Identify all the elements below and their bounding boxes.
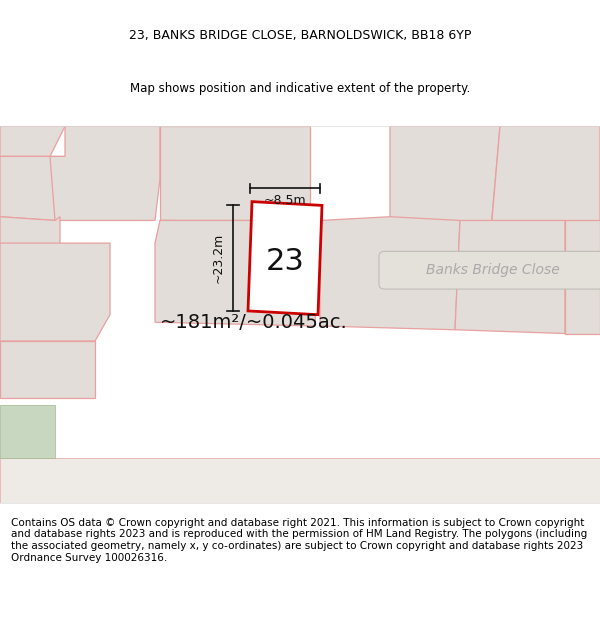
Polygon shape bbox=[0, 243, 110, 341]
Polygon shape bbox=[248, 202, 322, 315]
Polygon shape bbox=[390, 126, 500, 239]
Text: 23, BANKS BRIDGE CLOSE, BARNOLDSWICK, BB18 6YP: 23, BANKS BRIDGE CLOSE, BARNOLDSWICK, BB… bbox=[129, 29, 471, 42]
Polygon shape bbox=[455, 221, 565, 334]
Polygon shape bbox=[160, 126, 310, 221]
Polygon shape bbox=[490, 126, 600, 247]
FancyBboxPatch shape bbox=[379, 251, 600, 289]
Polygon shape bbox=[0, 405, 55, 458]
Text: ~23.2m: ~23.2m bbox=[212, 233, 225, 283]
Text: ~8.5m: ~8.5m bbox=[263, 194, 307, 207]
Text: ~181m²/~0.045ac.: ~181m²/~0.045ac. bbox=[160, 312, 348, 332]
Text: Banks Bridge Close: Banks Bridge Close bbox=[425, 263, 559, 278]
Polygon shape bbox=[50, 126, 160, 221]
Polygon shape bbox=[155, 221, 320, 326]
Polygon shape bbox=[0, 217, 60, 247]
Polygon shape bbox=[0, 341, 95, 398]
Polygon shape bbox=[565, 221, 600, 334]
Text: Contains OS data © Crown copyright and database right 2021. This information is : Contains OS data © Crown copyright and d… bbox=[11, 518, 587, 562]
Polygon shape bbox=[320, 217, 460, 330]
Polygon shape bbox=[0, 126, 65, 156]
Polygon shape bbox=[0, 156, 65, 221]
Text: 23: 23 bbox=[266, 248, 304, 276]
Polygon shape bbox=[155, 221, 175, 243]
Text: Map shows position and indicative extent of the property.: Map shows position and indicative extent… bbox=[130, 82, 470, 95]
Polygon shape bbox=[0, 458, 600, 503]
